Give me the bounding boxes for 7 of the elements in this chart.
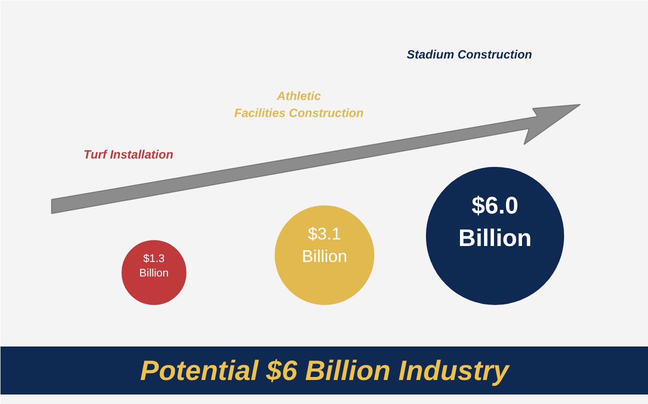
category-label: Athletic Facilities Construction — [234, 89, 364, 120]
data-label: $1.3 Billion — [139, 252, 169, 280]
data-label: $3.1 Billion — [302, 224, 348, 266]
category-label: Stadium Construction — [406, 48, 532, 62]
data-label: $6.0 Billion — [458, 192, 532, 252]
category-label: Turf Installation — [84, 148, 174, 162]
text: Potential $6 Billion Industry — [140, 355, 510, 386]
